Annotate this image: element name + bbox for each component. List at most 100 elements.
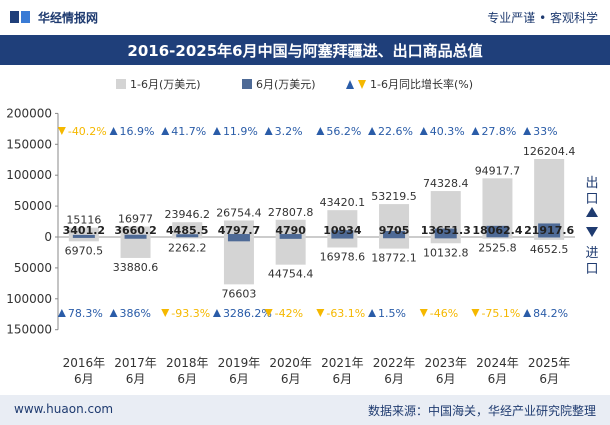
growth-export-triangle	[419, 127, 428, 135]
bar-import-monthly	[279, 237, 302, 239]
growth-import-triangle	[161, 309, 170, 317]
bar-export-monthly	[72, 234, 95, 237]
growth-import-triangle	[57, 309, 66, 317]
chart: 1-6月(万美元) 6月(万美元) 1-6月同比增长率(%) 200000 150000…	[6, 77, 598, 386]
label-export-cumulative: 26754.4	[216, 206, 262, 219]
label-export-cumulative: 43420.1	[320, 196, 366, 209]
side-label-export-1: 出	[585, 176, 598, 191]
bar-export-monthly	[538, 223, 561, 237]
label-export-cumulative: 16977	[118, 213, 153, 226]
legend-label-cumulative: 1-6月(万美元)	[130, 78, 201, 91]
growth-export-label: 22.6%	[378, 125, 413, 138]
growth-import-triangle	[109, 309, 118, 317]
bar-import-cumulative	[120, 237, 151, 258]
bar-import-cumulative	[327, 237, 358, 248]
label-import-cumulative: 18772.1	[371, 252, 417, 265]
x-tick-label-year: 2022年	[373, 356, 416, 370]
bar-export-monthly	[486, 225, 509, 237]
side-label-import-1: 进	[585, 246, 598, 261]
bar-import-cumulative	[379, 237, 410, 249]
side-label-import-2: 口	[585, 262, 598, 277]
x-tick-label-month: 6月	[333, 372, 353, 386]
growth-import-label: -75.1%	[481, 307, 520, 320]
growth-import-label: 78.3%	[68, 307, 103, 320]
x-tick-label-month: 6月	[384, 372, 404, 386]
bar-import-monthly	[383, 237, 406, 239]
y-tick-label: 50000	[14, 199, 52, 213]
label-export-monthly: 4790	[275, 224, 306, 237]
x-tick-label-month: 6月	[436, 372, 456, 386]
footer-bar	[0, 395, 610, 425]
bar-import-cumulative	[223, 237, 254, 285]
site-name: 华经情报网	[38, 11, 99, 25]
growth-import-triangle	[212, 309, 221, 317]
y-tick-label: 100000	[6, 168, 52, 182]
growth-export-label: 11.9%	[223, 125, 258, 138]
bar-export-monthly	[227, 234, 250, 237]
label-export-cumulative: 15116	[66, 214, 101, 227]
bar-import-monthly	[124, 237, 147, 239]
growth-export-label: 41.7%	[171, 125, 206, 138]
x-tick-label-year: 2017年	[114, 356, 157, 370]
x-tick-label-year: 2025年	[528, 356, 571, 370]
title-bar	[0, 35, 610, 65]
chart-title: 2016-2025年6月中国与阿塞拜疆进、出口商品总值	[127, 42, 483, 60]
growth-export-label: 27.8%	[481, 125, 516, 138]
label-import-cumulative: 4652.5	[530, 243, 569, 256]
growth-import-triangle	[471, 309, 480, 317]
growth-export-triangle	[316, 127, 325, 135]
legend-down-triangle	[358, 80, 366, 89]
x-tick-label-month: 6月	[229, 372, 249, 386]
label-export-monthly: 13651.3	[421, 224, 471, 237]
bar-export-monthly	[279, 234, 302, 237]
growth-export-triangle	[161, 127, 170, 135]
label-export-cumulative: 23946.2	[165, 208, 211, 221]
x-tick-label-month: 6月	[126, 372, 146, 386]
label-export-monthly: 4485.5	[166, 224, 208, 237]
growth-import-triangle	[368, 309, 377, 317]
x-tick-label-month: 6月	[281, 372, 301, 386]
growth-import-label: -63.1%	[326, 307, 365, 320]
label-export-monthly: 21917.6	[524, 224, 574, 237]
growth-import-triangle	[316, 309, 325, 317]
y-tick-label: 200000	[6, 106, 52, 120]
growth-import-label: -46%	[430, 307, 458, 320]
x-tick-label-month: 6月	[177, 372, 197, 386]
label-export-monthly: 3660.2	[114, 224, 156, 237]
growth-import-label: 1.5%	[378, 307, 406, 320]
bar-export-monthly	[434, 228, 457, 237]
growth-import-label: -93.3%	[171, 307, 210, 320]
growth-export-label: 33%	[533, 125, 557, 138]
growth-import-label: -42%	[275, 307, 303, 320]
bar-export-cumulative	[120, 226, 151, 237]
label-import-cumulative: 16978.6	[320, 250, 366, 263]
y-tick-label: 0	[44, 230, 52, 244]
growth-export-triangle	[471, 127, 480, 135]
growth-import-label: 84.2%	[533, 307, 568, 320]
label-export-cumulative: 126204.4	[523, 145, 576, 158]
growth-export-label: 3.2%	[275, 125, 303, 138]
side-arrow-up-icon	[586, 207, 598, 217]
bar-import-cumulative	[68, 237, 99, 242]
label-export-monthly: 9705	[379, 224, 410, 237]
bar-export-cumulative	[223, 220, 254, 237]
x-tick-label-year: 2019年	[218, 356, 261, 370]
footer-website[interactable]: www.huaon.com	[14, 402, 114, 416]
x-tick-label-year: 2016年	[63, 356, 106, 370]
x-tick-label-month: 6月	[74, 372, 94, 386]
bar-import-cumulative	[482, 237, 513, 239]
label-import-cumulative: 33880.6	[113, 261, 159, 274]
legend-swatch-monthly	[242, 79, 252, 89]
footer-source: 数据来源：中国海关，华经产业研究院整理	[367, 404, 596, 418]
growth-export-triangle	[523, 127, 532, 135]
bar-import-monthly	[72, 237, 95, 238]
label-import-cumulative: 2262.2	[168, 241, 207, 254]
bar-export-monthly	[331, 230, 354, 237]
growth-import-triangle	[419, 309, 428, 317]
bar-import-monthly	[434, 237, 457, 239]
x-tick-label-year: 2021年	[321, 356, 364, 370]
x-tick-label-year: 2023年	[424, 356, 467, 370]
label-import-cumulative: 2525.8	[478, 242, 517, 255]
x-tick-label-year: 2024年	[476, 356, 519, 370]
label-export-monthly: 10934	[323, 224, 362, 237]
